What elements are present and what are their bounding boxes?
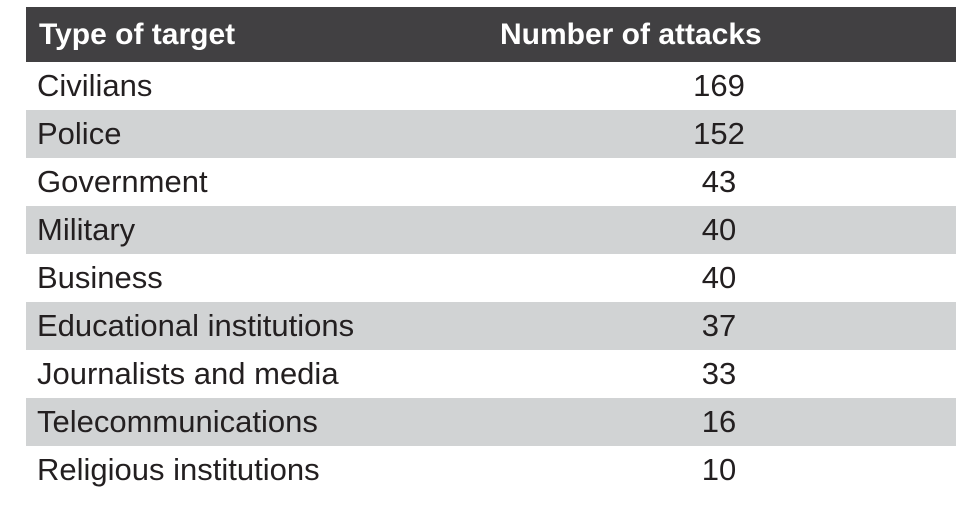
- target-type-cell: Telecommunications: [37, 404, 318, 439]
- attacks-by-target-table: Type of target Number of attacks Civilia…: [26, 7, 956, 494]
- attack-count-cell: 16: [701, 404, 737, 439]
- target-type-cell: Government: [37, 164, 208, 199]
- target-type-cell: Business: [37, 260, 163, 295]
- header-type-of-target: Type of target: [39, 17, 236, 51]
- table-row: Telecommunications 16: [26, 398, 956, 446]
- table-row: Educational institutions 37: [26, 302, 956, 350]
- table-row: Government 43: [26, 158, 956, 206]
- table-row: Business 40: [26, 254, 956, 302]
- target-type-cell: Educational institutions: [37, 308, 355, 343]
- attack-count-cell: 40: [701, 212, 737, 247]
- header-number-of-attacks: Number of attacks: [500, 17, 762, 51]
- table-body: Civilians 169 Police 152 Government 43 M…: [26, 62, 956, 494]
- table-header-row: Type of target Number of attacks: [26, 7, 956, 62]
- target-type-cell: Journalists and media: [37, 356, 339, 391]
- table-row: Journalists and media 33: [26, 350, 956, 398]
- target-type-cell: Religious institutions: [37, 452, 320, 487]
- target-type-cell: Police: [37, 116, 122, 151]
- table-row: Military 40: [26, 206, 956, 254]
- attack-count-cell: 169: [693, 68, 745, 103]
- attack-count-cell: 10: [701, 452, 737, 487]
- attack-count-cell: 40: [701, 260, 737, 295]
- table-row: Civilians 169: [26, 62, 956, 110]
- table-row: Religious institutions 10: [26, 446, 956, 494]
- attack-count-cell: 152: [693, 116, 745, 151]
- attack-count-cell: 33: [701, 356, 737, 391]
- target-type-cell: Military: [37, 212, 136, 247]
- table-row: Police 152: [26, 110, 956, 158]
- attack-count-cell: 37: [701, 308, 737, 343]
- attack-count-cell: 43: [701, 164, 737, 199]
- target-type-cell: Civilians: [37, 68, 153, 103]
